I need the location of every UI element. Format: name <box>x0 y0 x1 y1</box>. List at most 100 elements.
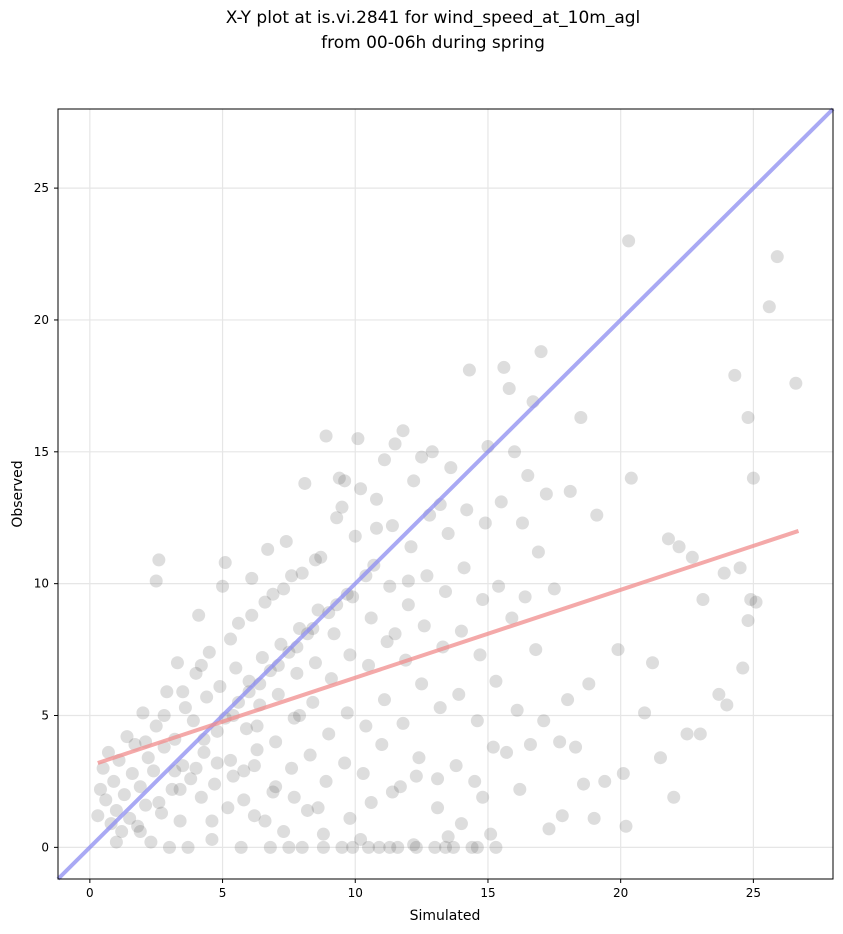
scatter-point <box>279 534 293 548</box>
scatter-point <box>200 690 214 704</box>
scatter-point <box>290 666 304 680</box>
scatter-point <box>287 790 301 804</box>
scatter-point <box>303 748 317 762</box>
scatter-point <box>515 516 529 530</box>
scatter-point <box>221 801 235 815</box>
scatter-point <box>149 574 163 588</box>
scatter-point <box>500 745 514 759</box>
scatter-point <box>99 793 113 807</box>
scatter-point <box>712 687 726 701</box>
scatter-point <box>189 761 203 775</box>
scatter-point <box>202 645 216 659</box>
scatter-point <box>285 761 299 775</box>
scatter-point <box>250 743 264 757</box>
scatter-point <box>441 527 455 541</box>
scatter-point <box>441 830 455 844</box>
regression-line <box>97 529 800 765</box>
scatter-point <box>149 719 163 733</box>
scatter-point <box>364 796 378 810</box>
grid <box>58 109 833 879</box>
scatter-point <box>152 553 166 567</box>
scatter-point <box>577 777 591 791</box>
scatter-point <box>322 727 336 741</box>
scatter-point <box>117 788 131 802</box>
scatter-point <box>354 482 368 496</box>
scatter-point <box>534 345 548 359</box>
x-axis-label: Simulated <box>410 908 481 924</box>
scatter-point <box>497 360 511 374</box>
scatter-point <box>293 621 307 635</box>
scatter-point <box>316 827 330 841</box>
scatter-point <box>144 835 158 849</box>
scatter-point <box>529 643 543 657</box>
scatter-point <box>369 492 383 506</box>
scatter-point <box>741 411 755 425</box>
scatter-point <box>393 780 407 794</box>
scatter-point <box>178 701 192 715</box>
scatter-point <box>245 608 259 622</box>
scatter-point <box>407 838 421 852</box>
scatter-point <box>319 774 333 788</box>
x-tick-label: 15 <box>480 886 495 900</box>
scatter-point <box>335 500 349 514</box>
scatter-point <box>622 234 636 248</box>
x-tick-label: 0 <box>86 886 94 900</box>
scatter-point <box>210 724 224 738</box>
scatter-point <box>324 672 338 686</box>
scatter-point <box>131 819 145 833</box>
scatter-point <box>407 474 421 488</box>
scatter-point <box>147 764 161 778</box>
scatter-point <box>319 429 333 443</box>
scatter-point <box>213 680 227 693</box>
scatter-point <box>452 687 466 701</box>
scatter-point <box>263 840 277 854</box>
scatter-point <box>484 827 498 841</box>
scatter-point <box>340 706 354 720</box>
scatter-point <box>468 774 482 788</box>
scatter-point <box>537 714 551 728</box>
scatter-point <box>311 603 325 617</box>
scatter-point <box>155 806 169 820</box>
scatter-point <box>152 796 166 810</box>
scatter-point <box>431 772 445 786</box>
scatter-point <box>789 376 803 390</box>
scatter-point <box>133 825 147 839</box>
scatter-point <box>396 716 410 730</box>
y-tick-label: 20 <box>34 313 49 327</box>
scatter-point <box>638 706 652 720</box>
scatter-point <box>563 484 577 498</box>
x-tick-label: 25 <box>746 886 761 900</box>
scatter-point <box>314 550 328 564</box>
scatter-point <box>375 738 389 752</box>
scatter-point <box>741 614 755 628</box>
scatter-point <box>616 767 630 781</box>
scatter-point <box>449 759 463 773</box>
scatter-point <box>513 782 527 796</box>
scatter-point <box>510 703 524 717</box>
scatter-point <box>425 445 439 459</box>
plot-frame <box>57 108 834 880</box>
scatter-point <box>542 822 556 836</box>
scatter-point <box>401 574 415 588</box>
scatter-point <box>385 785 399 799</box>
scatter-point <box>346 590 360 604</box>
scatter-point <box>125 767 139 781</box>
scatter-point <box>388 437 402 451</box>
scatter-point <box>749 595 763 609</box>
scatter-point <box>335 840 349 854</box>
scatter-point <box>454 817 468 831</box>
scatter-point <box>115 825 129 839</box>
scatter-point <box>205 832 219 846</box>
scatter-point <box>412 751 426 765</box>
scatter-point <box>385 519 399 533</box>
scatter-point <box>547 582 561 596</box>
scatter-point <box>359 719 373 733</box>
scatter-point <box>91 809 105 823</box>
scatter-point <box>139 798 153 812</box>
scatter-point <box>181 840 195 854</box>
scatter-point <box>136 706 150 720</box>
scatter-point <box>216 579 230 593</box>
scatter-point <box>465 840 479 854</box>
scatter-point <box>282 840 296 854</box>
